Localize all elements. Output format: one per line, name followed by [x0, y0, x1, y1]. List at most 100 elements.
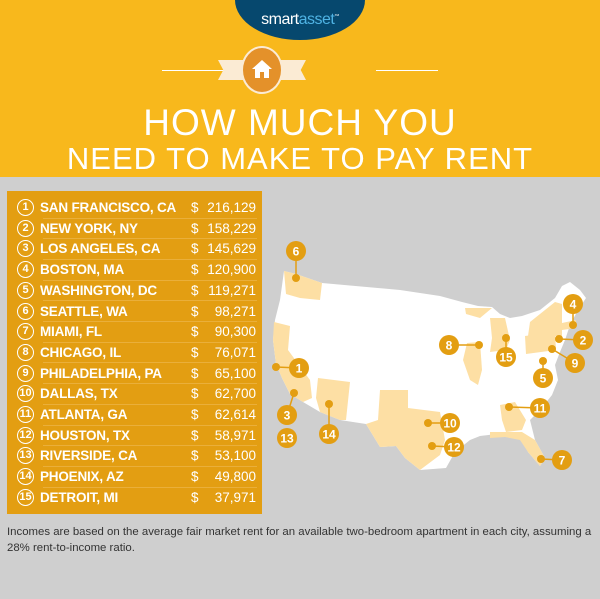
rank-badge: 3: [17, 240, 34, 258]
marker-badge: [286, 241, 306, 261]
divider-right: [376, 70, 438, 71]
city-name: SEATTLE, WA: [40, 303, 128, 319]
city-dot: [272, 363, 280, 371]
row-divider: [43, 362, 257, 364]
city-marker[interactable]: 12: [428, 437, 464, 457]
income-value: 53,100: [214, 448, 256, 464]
city-marker[interactable]: 6: [286, 241, 306, 282]
house-icon: [241, 46, 283, 94]
state-il: [463, 342, 482, 385]
city-name: HOUSTON, TX: [40, 427, 130, 443]
city-marker[interactable]: 15: [496, 334, 516, 367]
income-value: 145,629: [207, 241, 256, 257]
city-dot: [424, 419, 432, 427]
ranking-row: 3 LOS ANGELES, CA $145,629: [13, 238, 261, 260]
city-marker[interactable]: 1: [272, 358, 309, 378]
marker-number: 1: [296, 362, 303, 376]
rank-badge: 10: [17, 385, 34, 403]
city-marker[interactable]: 2: [555, 330, 593, 350]
rankings-panel: 1 SAN FRANCISCO, CA $216,129 2 NEW YORK, NY $…: [7, 191, 262, 514]
marker-badge: [530, 398, 550, 418]
logo-text: smart: [261, 11, 299, 28]
marker-badge: [277, 428, 297, 448]
marker-badge: [439, 335, 459, 355]
city-marker[interactable]: 14: [319, 400, 339, 444]
footnote: Incomes are based on the average fair ma…: [7, 526, 592, 554]
city-marker[interactable]: 10: [424, 413, 460, 433]
city-dot: [569, 321, 577, 329]
income-value: 62,614: [214, 407, 256, 422]
marker-number: 9: [572, 357, 579, 371]
currency-symbol: $: [191, 200, 199, 215]
city-dot: [548, 345, 556, 353]
ranking-row: 15 DETROIT, MI $37,971: [13, 487, 261, 509]
city-marker[interactable]: 8: [439, 335, 483, 355]
rank-badge: 6: [17, 302, 34, 320]
title-line-2: NEED TO MAKE TO PAY RENT: [66, 141, 534, 176]
ranking-row: 8 CHICAGO, IL $76,071: [13, 342, 261, 364]
currency-symbol: $: [191, 344, 199, 360]
row-divider: [43, 238, 257, 240]
city-name: MIAMI, FL: [40, 324, 102, 340]
city-marker[interactable]: 5: [533, 357, 553, 388]
rank-badge: 12: [17, 426, 34, 444]
marker-number: 12: [447, 441, 461, 455]
ranking-row: 10 DALLAS, TX $62,700: [13, 383, 261, 405]
marker-number: 2: [580, 334, 587, 348]
income-value: 120,900: [207, 262, 256, 278]
city-marker[interactable]: 13: [277, 428, 297, 448]
currency-symbol: $: [191, 489, 199, 505]
city-marker[interactable]: 9: [548, 345, 585, 373]
marker-number: 14: [322, 428, 336, 442]
city-dot: [502, 334, 510, 342]
marker-number: 5: [540, 372, 547, 386]
row-divider: [43, 258, 257, 260]
income-value: 65,100: [214, 365, 256, 381]
city-marker[interactable]: 4: [563, 294, 583, 329]
row-divider: [43, 279, 257, 281]
rank-badge: 2: [17, 219, 34, 237]
rank-badge: 1: [17, 199, 34, 216]
marker-number: 15: [499, 351, 513, 365]
rank-badge: 9: [17, 364, 34, 382]
city-dot: [325, 400, 333, 408]
marker-badge: [552, 450, 572, 470]
city-marker[interactable]: 7: [537, 450, 572, 470]
rank-badge: 5: [17, 281, 34, 299]
income-value: 58,971: [214, 427, 256, 443]
header: smartasset™ HOW MUCH YOU NEED TO MAKE TO…: [0, 0, 600, 177]
row-divider: [43, 341, 257, 343]
ranking-row: 9 PHILADELPHIA, PA $65,100: [13, 363, 261, 385]
city-name: RIVERSIDE, CA: [40, 448, 138, 464]
city-marker[interactable]: 3: [277, 389, 298, 425]
city-name: PHOENIX, AZ: [40, 469, 124, 485]
title-line-1: HOW MUCH YOU: [143, 102, 457, 143]
row-divider: [43, 403, 257, 405]
city-name: LOS ANGELES, CA: [40, 241, 161, 257]
state-az: [316, 378, 350, 420]
city-marker[interactable]: 11: [505, 398, 550, 418]
ranking-row: 12 HOUSTON, TX $58,971: [13, 425, 261, 447]
marker-number: 13: [280, 432, 294, 446]
marker-badge: [533, 368, 553, 388]
divider-left: [162, 70, 224, 71]
income-value: 216,129: [207, 200, 256, 215]
marker-badge: [440, 413, 460, 433]
logo-text-accent: asset: [298, 11, 335, 28]
city-dot: [475, 341, 483, 349]
city-dot: [505, 403, 513, 411]
marker-number: 10: [443, 417, 457, 431]
city-name: CHICAGO, IL: [40, 344, 122, 360]
ranking-row: 7 MIAMI, FL $90,300: [13, 321, 261, 343]
rank-badge: 13: [17, 447, 34, 465]
state-ny: [528, 302, 562, 336]
rank-badge: 4: [17, 261, 34, 279]
rank-badge: 8: [17, 343, 34, 361]
ranking-row: 1 SAN FRANCISCO, CA $216,129: [13, 197, 261, 219]
income-value: 119,271: [208, 282, 256, 298]
currency-symbol: $: [191, 386, 199, 402]
city-name: NEW YORK, NY: [40, 220, 138, 236]
income-value: 90,300: [214, 324, 256, 340]
state-tx: [366, 390, 445, 470]
